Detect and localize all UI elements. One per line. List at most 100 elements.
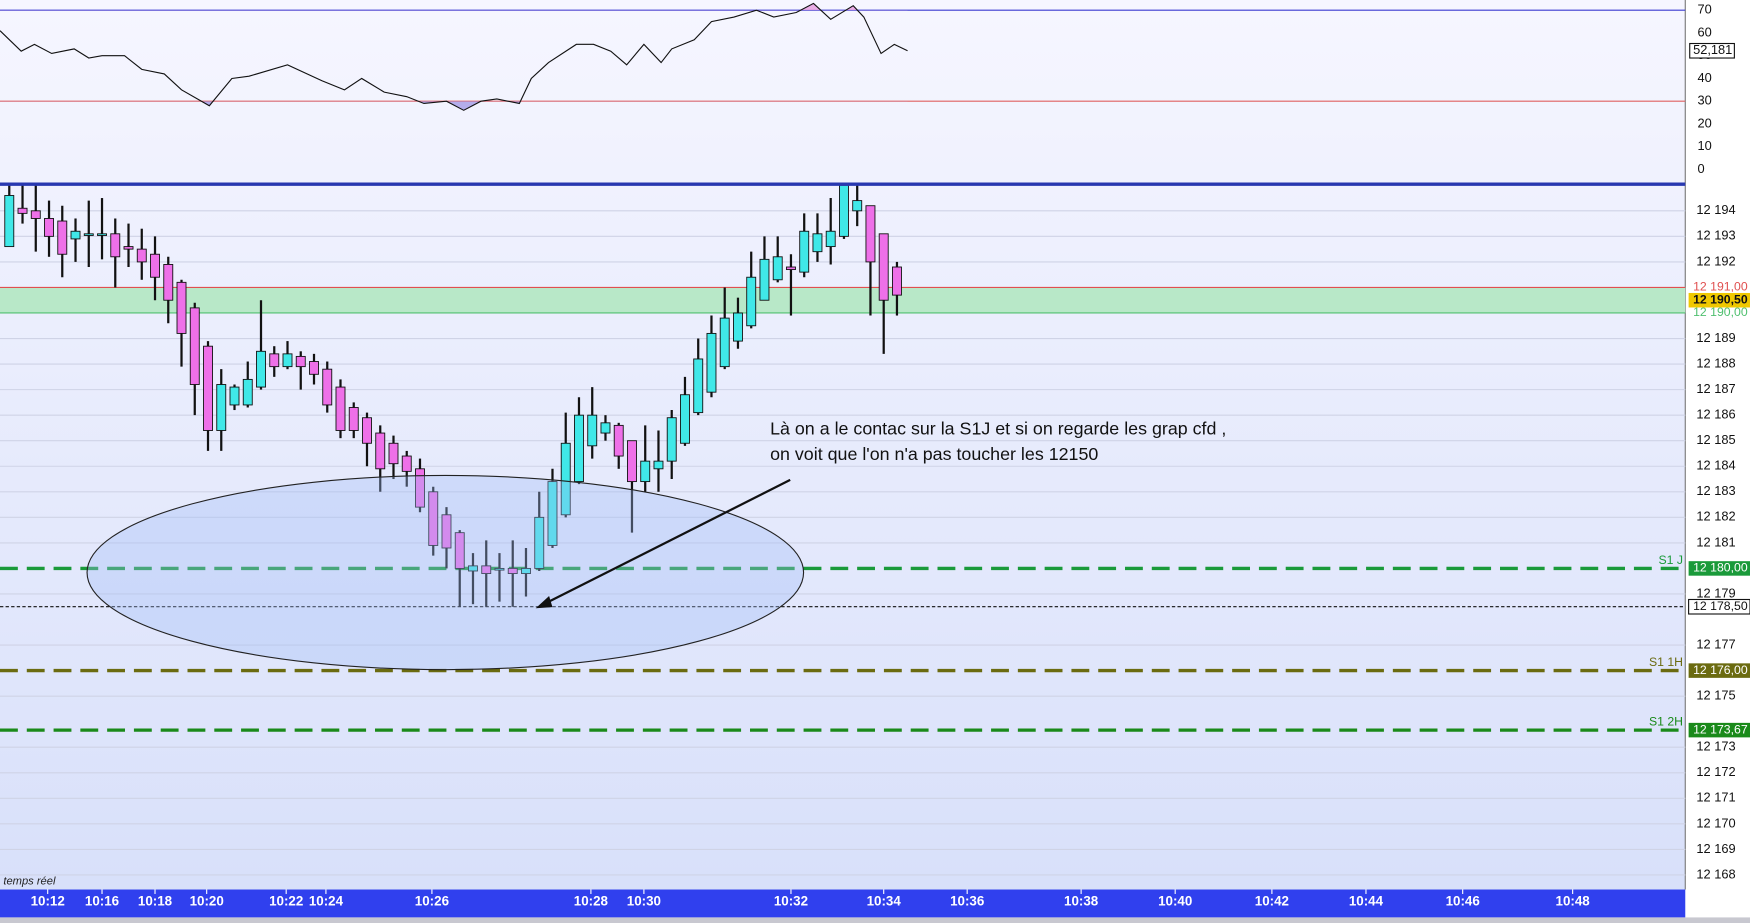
candle-body	[150, 253, 160, 278]
highlight-ellipse	[86, 474, 805, 671]
price-label: 12 190,50	[1693, 292, 1748, 306]
x-tick-label: 10:42	[1255, 893, 1289, 908]
candle-body	[852, 200, 863, 212]
candle-body	[322, 368, 333, 406]
candle-body	[706, 332, 717, 393]
candle-body	[786, 266, 796, 271]
y-tick-label: 12 179	[1696, 585, 1735, 600]
y-tick-label: 0	[1698, 161, 1705, 176]
x-tick-label: 10:34	[867, 893, 902, 908]
candle-body	[494, 567, 505, 571]
candle-body	[282, 353, 293, 368]
candle-body	[600, 422, 611, 434]
x-tick-label: 10:46	[1446, 893, 1480, 908]
candle-body	[507, 567, 518, 574]
candle-body	[269, 353, 280, 368]
y-tick-label: 12 189	[1696, 330, 1735, 345]
candle-body	[733, 312, 743, 342]
y-tick-label: 20	[1698, 115, 1712, 130]
candle-body	[839, 184, 849, 237]
x-tick-label: 10:36	[950, 893, 984, 908]
candle-body	[348, 407, 359, 431]
candle-body	[613, 424, 624, 457]
candle-body	[4, 195, 15, 248]
y-tick-label: 12 170	[1696, 815, 1735, 830]
price-label: 12 173,67	[1693, 722, 1748, 736]
x-tick-label: 10:30	[627, 893, 661, 908]
candle-body	[57, 220, 68, 255]
x-tick-label: 10:20	[190, 893, 224, 908]
level-name: S1 1H	[1649, 655, 1683, 669]
plot-background	[0, 0, 1686, 890]
axis-background	[1685, 0, 1750, 923]
y-tick-label: 12 188	[1696, 355, 1735, 370]
candle-body	[97, 233, 107, 236]
candle-body	[825, 230, 836, 248]
x-tick-label: 10:26	[415, 893, 449, 908]
candle-body	[189, 307, 200, 385]
price-label: 12 176,00	[1693, 663, 1748, 677]
x-tick-label: 10:38	[1064, 893, 1099, 908]
candle-body	[878, 233, 889, 301]
candle-body	[640, 460, 651, 483]
candle-body	[746, 276, 757, 327]
x-tick-label: 10:28	[574, 893, 609, 908]
candle-body	[574, 414, 584, 483]
candle-body	[799, 230, 810, 273]
y-tick-label: 12 185	[1696, 432, 1735, 447]
candle-body	[454, 532, 465, 569]
candle-body	[256, 350, 266, 388]
y-tick-label: 12 175	[1696, 688, 1735, 703]
last-value-box	[1689, 42, 1735, 59]
candle-body	[110, 233, 121, 258]
x-tick-label: 10:16	[85, 893, 119, 908]
level-fill	[0, 3, 908, 11]
y-tick-label: 60	[1698, 24, 1712, 39]
candle-body	[242, 378, 253, 406]
candle-body	[415, 468, 425, 508]
price-box	[1688, 663, 1750, 678]
price-box	[1688, 722, 1750, 738]
y-tick-label: 40	[1698, 70, 1712, 85]
price-box	[1688, 292, 1750, 308]
candle-body	[534, 516, 545, 569]
candle-body	[428, 491, 439, 546]
zone	[0, 287, 1686, 313]
x-tick-label: 10:32	[774, 893, 808, 908]
candle-body	[70, 230, 81, 240]
y-tick-label: 12 181	[1696, 534, 1735, 549]
x-tick-label: 10:22	[269, 893, 303, 908]
level-name: S1 J	[1658, 553, 1683, 567]
candle-body	[30, 210, 41, 219]
y-tick-label: 12 184	[1696, 458, 1735, 473]
arrow-shaft	[544, 478, 791, 605]
price-label: 12 180,00	[1693, 561, 1748, 575]
candle-body	[560, 442, 571, 516]
arrow-head	[535, 595, 553, 609]
y-tick-label: 70	[1698, 2, 1712, 17]
y-tick-label: 12 173	[1696, 739, 1735, 754]
candle-body	[481, 565, 492, 574]
candle-body	[547, 481, 558, 546]
y-tick-label: 12 187	[1696, 381, 1735, 396]
candle-body	[468, 565, 478, 572]
candle-body	[812, 233, 823, 253]
y-tick-label: 12 186	[1696, 407, 1735, 422]
y-tick-label: 12 171	[1696, 790, 1735, 805]
candle-body	[335, 386, 346, 431]
x-tick-label: 10:40	[1158, 893, 1192, 908]
candle-body	[388, 442, 399, 465]
candle-body	[653, 460, 664, 470]
candle-body	[309, 361, 319, 375]
candle-body	[17, 207, 28, 214]
rsi-line	[0, 2, 908, 111]
candle-body	[865, 205, 876, 263]
price-label: 12 191,00	[1693, 280, 1748, 294]
candle-body	[693, 358, 704, 414]
y-tick-label: 12 182	[1696, 509, 1735, 524]
candle-body	[521, 567, 531, 574]
x-tick-label: 10:48	[1556, 893, 1591, 908]
y-tick-label: 10	[1698, 138, 1712, 153]
candle-body	[587, 414, 598, 447]
